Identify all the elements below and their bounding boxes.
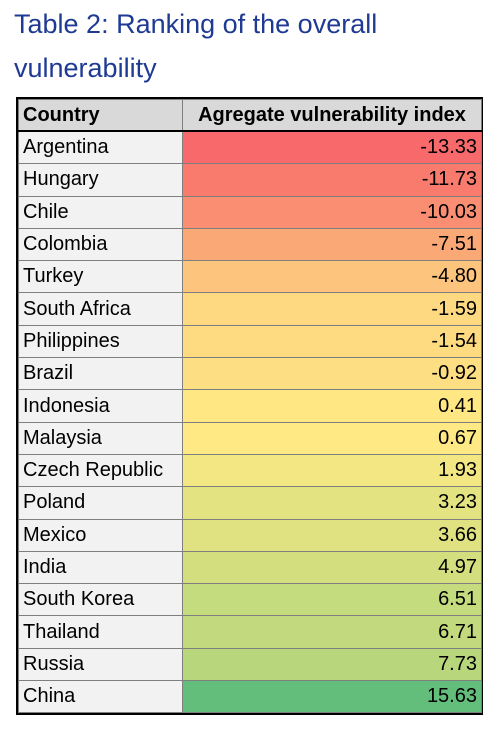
table-row: Colombia -7.51 [18,227,482,262]
table-header-row: Country Agregate vulnerability index [18,99,482,132]
index-value-cell: 1.93 [182,453,482,488]
country-cell: Indonesia [18,389,183,423]
table-row: Poland 3.23 [18,486,482,520]
column-header-index: Agregate vulnerability index [182,99,482,132]
index-value-cell: -4.80 [182,260,482,294]
index-value-cell: 3.23 [182,486,482,520]
country-cell: India [18,550,183,585]
index-value-cell: 15.63 [182,680,482,714]
country-cell: Russia [18,647,183,682]
country-cell: Philippines [18,324,183,359]
country-cell: China [18,680,183,714]
index-value-cell: 4.97 [182,550,482,585]
table-row: Malaysia 0.67 [18,421,482,455]
table-body: Argentina -13.33 Hungary -11.73 Chile -10.03 C… [18,130,482,714]
country-cell: Poland [18,486,183,520]
table-row: South Korea 6.51 [18,583,482,617]
country-cell: Argentina [18,130,183,165]
index-value-cell: 6.51 [182,583,482,617]
index-value-cell: -1.59 [182,292,482,326]
index-value-cell: -10.03 [182,195,482,229]
index-value-cell: -11.73 [182,163,482,197]
country-cell: Turkey [18,260,183,294]
index-value-cell: 3.66 [182,518,482,552]
column-header-country: Country [18,99,183,132]
country-cell: South Korea [18,583,183,617]
index-value-cell: 6.71 [182,615,482,649]
index-value-cell: -1.54 [182,324,482,359]
country-cell: Mexico [18,518,183,552]
table-row: Thailand 6.71 [18,615,482,649]
vulnerability-table: Country Agregate vulnerability index Arg… [16,97,483,716]
table-row: Indonesia 0.41 [18,389,482,423]
table-title: Table 2: Ranking of the overall vulnerab… [14,9,378,83]
table-row: Mexico 3.66 [18,518,482,552]
country-cell: Hungary [18,163,183,197]
country-cell: Brazil [18,357,183,391]
table-row: Turkey -4.80 [18,260,482,294]
table-row: Argentina -13.33 [18,130,482,165]
table-row: Chile -10.03 [18,195,482,229]
country-cell: South Africa [18,292,183,326]
index-value-cell: 0.67 [182,421,482,455]
country-cell: Czech Republic [18,453,183,488]
index-value-cell: -0.92 [182,357,482,391]
index-value-cell: 0.41 [182,389,482,423]
country-cell: Thailand [18,615,183,649]
country-cell: Colombia [18,227,183,262]
table-row: Hungary -11.73 [18,163,482,197]
table-row: China 15.63 [18,680,482,714]
table-row: Philippines -1.54 [18,324,482,359]
index-value-cell: -13.33 [182,130,482,165]
country-cell: Malaysia [18,421,183,455]
table-row: Russia 7.73 [18,647,482,682]
index-value-cell: -7.51 [182,227,482,262]
table-row: Brazil -0.92 [18,357,482,391]
table-row: Czech Republic 1.93 [18,453,482,488]
country-cell: Chile [18,195,183,229]
table-row: India 4.97 [18,550,482,585]
index-value-cell: 7.73 [182,647,482,682]
table-row: South Africa -1.59 [18,292,482,326]
